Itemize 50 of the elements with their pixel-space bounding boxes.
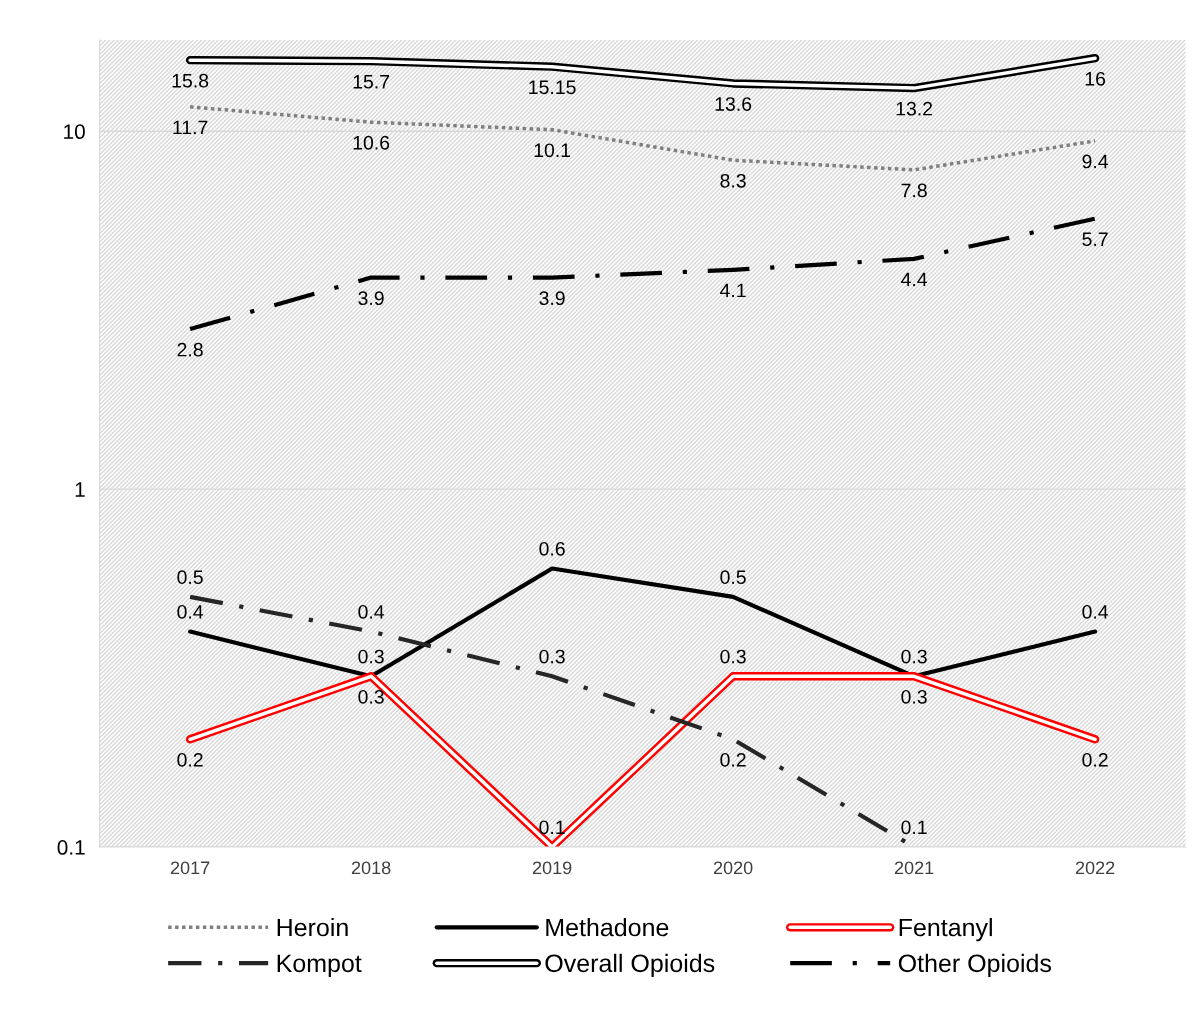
data-label: 13.6 — [715, 97, 752, 111]
data-label: 4.4 — [901, 272, 928, 287]
data-label: 0.2 — [1082, 752, 1108, 767]
y-tick-label: 10 — [64, 124, 85, 140]
x-tick-label: 2019 — [532, 861, 572, 875]
data-label: 3.9 — [539, 291, 565, 306]
x-tick-label: 2018 — [351, 861, 391, 875]
y-tick-label: 0.1 — [57, 840, 85, 855]
x-tick-label: 2021 — [894, 861, 934, 875]
data-label: 7.8 — [901, 183, 927, 198]
y-tick-label: 1 — [75, 482, 85, 497]
legend-label: Heroin — [277, 917, 348, 937]
data-label: 15.7 — [353, 75, 390, 89]
x-tick-label: 2022 — [1075, 861, 1115, 875]
legend-label: Kompot — [277, 954, 362, 978]
data-label: 16 — [1085, 71, 1106, 86]
data-label: 9.4 — [1082, 154, 1109, 169]
data-label: 0.4 — [358, 604, 385, 619]
data-label: 15.8 — [172, 73, 209, 88]
data-label: 0.1 — [901, 820, 927, 835]
legend-label: Overall Opioids — [545, 953, 715, 978]
data-label: 0.2 — [177, 752, 203, 767]
data-label: 0.4 — [1082, 604, 1109, 619]
data-label: 13.2 — [896, 101, 933, 116]
data-label: 0.4 — [177, 604, 204, 619]
data-label: 15.15 — [529, 80, 576, 95]
data-label: 11.7 — [173, 120, 208, 135]
data-label: 4.1 — [720, 283, 746, 298]
x-tick-label: 2020 — [713, 861, 753, 875]
data-label: 2.8 — [177, 342, 203, 357]
data-label: 0.3 — [720, 649, 746, 664]
legend-label: Methadone — [546, 917, 669, 937]
data-label: 0.3 — [358, 649, 384, 664]
data-label: 0.1 — [539, 820, 565, 835]
data-label: 8.3 — [720, 173, 746, 188]
data-label: 0.5 — [720, 570, 746, 585]
data-label: 10.6 — [353, 135, 390, 150]
data-label: 3.9 — [358, 291, 384, 306]
data-label: 0.6 — [539, 541, 565, 556]
legend-label: Other Opioids — [898, 953, 1052, 978]
data-label: 0.3 — [358, 689, 384, 704]
data-label: 0.5 — [177, 570, 203, 585]
x-tick-label: 2017 — [170, 861, 210, 875]
data-label: 0.3 — [901, 649, 927, 664]
data-label: 10.1 — [534, 143, 571, 158]
data-label: 0.3 — [901, 689, 927, 704]
data-label: 0.3 — [539, 649, 565, 664]
legend-label: Fentanyl — [899, 917, 992, 942]
data-label: 5.7 — [1082, 232, 1108, 247]
data-label: 0.2 — [720, 752, 746, 767]
